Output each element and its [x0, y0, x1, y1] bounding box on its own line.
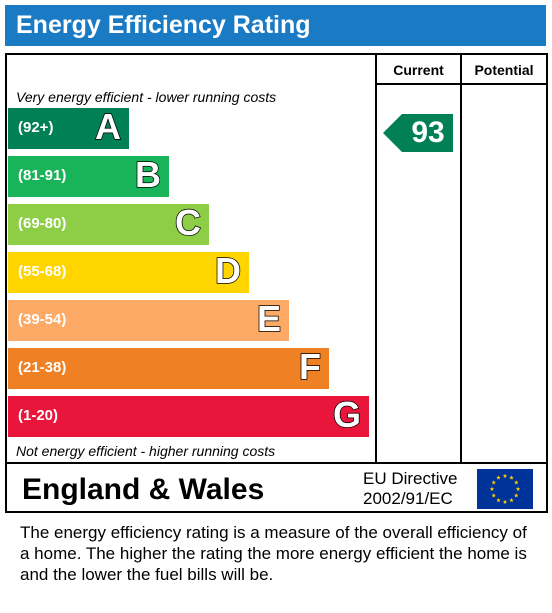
band-letter: E — [256, 297, 282, 340]
band-b: (81-91) B — [8, 153, 169, 197]
title-bar: Energy Efficiency Rating — [5, 5, 546, 46]
band-e: (39-54) E — [8, 297, 289, 341]
band-range-label: (1-20) — [18, 407, 59, 424]
top-note: Very energy efficient - lower running co… — [16, 89, 277, 105]
potential-column-divider — [460, 55, 462, 462]
band-letter: C — [174, 201, 202, 244]
band-letter: G — [332, 393, 362, 436]
eu-flag-icon — [477, 469, 533, 509]
band-c: (69-80) C — [8, 201, 209, 245]
current-column-header: Current — [393, 62, 444, 78]
band-letter: B — [134, 153, 162, 196]
current-rating-arrow: 93 — [383, 114, 453, 152]
description: The energy efficiency rating is a measur… — [20, 523, 527, 584]
current-rating-value: 93 — [411, 116, 445, 149]
region-label: England & Wales — [22, 473, 265, 506]
band-range-label: (39-54) — [18, 311, 67, 328]
band-g: (1-20) G — [8, 393, 369, 437]
band-letter: D — [214, 249, 242, 292]
band-range-label: (55-68) — [18, 263, 67, 280]
chart-title: Energy Efficiency Rating — [16, 11, 311, 39]
band-letter: F — [298, 345, 322, 388]
bottom-note: Not energy efficient - higher running co… — [16, 443, 276, 459]
potential-column-header: Potential — [474, 62, 534, 78]
band-range-label: (69-80) — [18, 215, 67, 232]
directive-line-1: EU Directive — [363, 469, 458, 488]
header-divider — [375, 83, 546, 85]
band-range-label: (81-91) — [18, 167, 67, 184]
directive-line-2: 2002/91/EC — [363, 489, 453, 508]
band-a: (92+) A — [8, 105, 129, 149]
rating-table: Current Potential Very energy efficient … — [5, 53, 548, 513]
current-column-divider — [375, 55, 377, 462]
band-f: (21-38) F — [8, 345, 329, 389]
footer-divider — [7, 462, 546, 464]
band-letter: A — [94, 105, 122, 148]
band-range-label: (21-38) — [18, 359, 67, 376]
eu-directive: EU Directive 2002/91/EC — [363, 469, 457, 509]
band-d: (55-68) D — [8, 249, 249, 293]
band-range-label: (92+) — [18, 119, 54, 136]
